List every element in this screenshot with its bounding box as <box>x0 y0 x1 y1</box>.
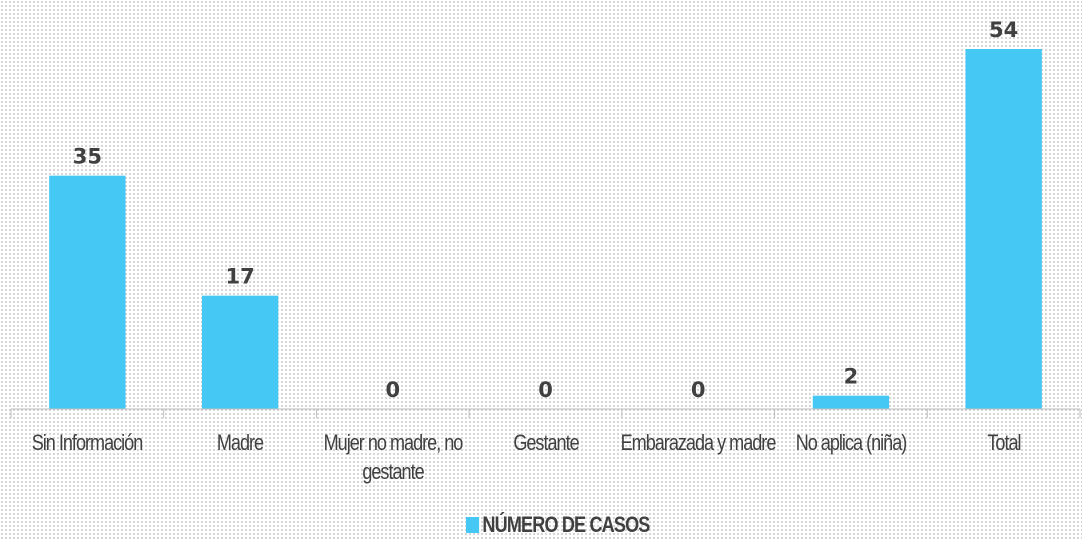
data-label: 0 <box>538 378 553 402</box>
data-label: 0 <box>385 378 400 402</box>
x-tick-label: Gestante <box>512 430 579 455</box>
legend-swatch <box>466 517 480 533</box>
data-label: 2 <box>844 365 859 389</box>
bar <box>965 49 1042 409</box>
data-label: 35 <box>73 145 102 169</box>
x-tick-label: Mujer no madre, no gestante <box>323 430 463 484</box>
data-label: 0 <box>691 378 706 402</box>
bar <box>201 295 279 409</box>
x-tick-label: Madre <box>216 430 264 455</box>
data-label: 54 <box>989 18 1018 42</box>
x-tick-label: No aplica (niña) <box>795 430 908 455</box>
x-tick-label: Embarazada y madre <box>620 430 777 455</box>
data-label: 17 <box>225 265 254 289</box>
bar <box>812 395 890 409</box>
bar <box>49 175 126 409</box>
legend: NÚMERO DE CASOS <box>466 512 650 538</box>
x-tick-label: Total <box>987 430 1021 455</box>
x-tick-label: Sin Información <box>32 430 144 455</box>
legend-label: NÚMERO DE CASOS <box>482 512 650 537</box>
